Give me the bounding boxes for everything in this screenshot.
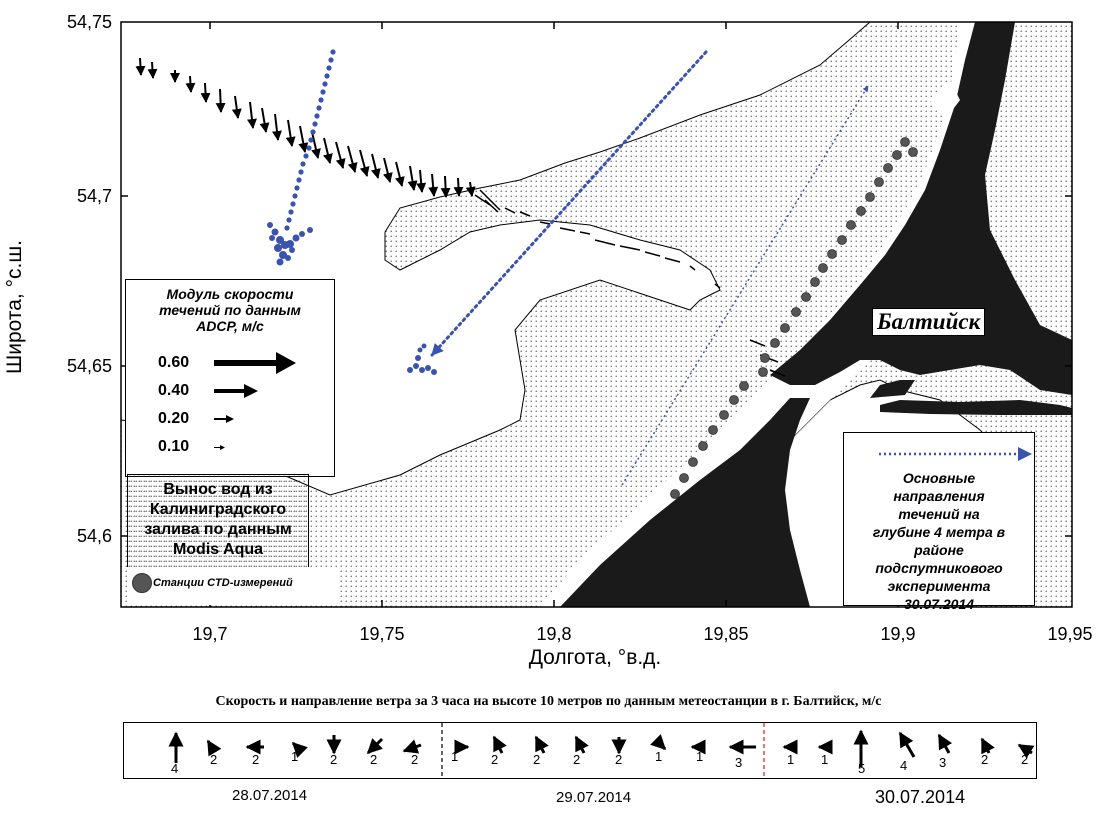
wind-arrows [168, 723, 1035, 778]
y-tick-label: 54,75 [66, 12, 112, 32]
wind-speed: 2 [210, 752, 218, 767]
map-figure [120, 21, 1073, 608]
speed-legend-label: 0.20 [158, 410, 190, 427]
speed-legend-label: 0.60 [158, 354, 190, 371]
wind-speed: 4 [900, 758, 908, 773]
date-label: 28.07.2014 [232, 787, 308, 804]
wind-title: Скорость и направление ветра за 3 часа н… [215, 694, 882, 709]
y-tick-label: 54,6 [76, 526, 112, 546]
x-tick-label: 19,8 [536, 624, 572, 644]
wind-speed: 2 [330, 752, 338, 767]
x-axis-label: Долгота, °в.д. [528, 646, 662, 669]
plume-legend: Вынос вод из Калиниградского залива по д… [127, 474, 309, 569]
land-mass [560, 398, 810, 607]
wind-speed: 2 [981, 752, 989, 767]
y-axis-label: Широта, °с.ш. [3, 239, 26, 375]
date-label: 29.07.2014 [556, 789, 632, 806]
city-label: Балтийск [872, 308, 986, 336]
track-arrow [430, 50, 708, 357]
speed-legend-title: Модуль скорости течений по данным ADCP, … [159, 286, 301, 334]
wind-speed: 1 [821, 752, 829, 767]
ctd-marker-icon [132, 573, 152, 593]
wind-speed: 1 [451, 749, 459, 764]
direction-arrow [621, 85, 869, 486]
wind-speed: 2 [533, 752, 541, 767]
speed-legend-label: 0.40 [158, 382, 190, 399]
wind-speed: 1 [655, 749, 663, 764]
wind-speed: 5 [858, 761, 866, 776]
wind-speed: 1 [291, 749, 299, 764]
direction-legend-arrow [879, 447, 1032, 461]
x-tick-label: 19,85 [703, 624, 749, 644]
wind-speed: 2 [411, 752, 419, 767]
plot-frame [120, 21, 1073, 608]
wind-speed: 2 [252, 752, 260, 767]
wind-speed: 1 [696, 749, 704, 764]
x-tick-label: 19,75 [359, 624, 405, 644]
wind-speed: 4 [171, 761, 179, 776]
wind-speed: 2 [1021, 752, 1029, 767]
speed-legend: Модуль скорости течений по данным ADCP, … [125, 279, 335, 477]
direction-legend-text: Основные направления течений на глубине … [872, 470, 1006, 612]
y-tick-label: 54,65 [66, 356, 112, 376]
ctd-legend-text: Станции CTD-измерений [153, 577, 293, 589]
wind-speed: 2 [615, 752, 623, 767]
ctd-legend: Станции CTD-измерений [127, 567, 337, 605]
date-label: 30.07.2014 [875, 787, 966, 807]
wind-speed: 2 [491, 752, 499, 767]
wind-speed: 1 [787, 752, 795, 767]
wind-speed: 2 [573, 752, 581, 767]
direction-legend: Основные направления течений на глубине … [843, 432, 1035, 612]
wind-speed: 3 [939, 755, 947, 770]
x-tick-label: 19,9 [880, 624, 916, 644]
speed-legend-label: 0.10 [158, 438, 190, 455]
y-tick-label: 54,7 [76, 186, 112, 206]
x-tick-label: 19,95 [1047, 624, 1093, 644]
wind-speed: 2 [370, 752, 378, 767]
x-tick-label: 19,7 [192, 624, 228, 644]
speed-legend-arrows [214, 352, 296, 450]
wind-panel: 4 2 2 1 2 2 2 1 2 2 2 2 1 1 3 1 1 5 4 3 … [123, 722, 1037, 779]
ctd-stations [670, 137, 918, 499]
wind-speed: 3 [735, 755, 743, 770]
plume-legend-text: Вынос вод из Калиниградского залива по д… [144, 481, 292, 558]
